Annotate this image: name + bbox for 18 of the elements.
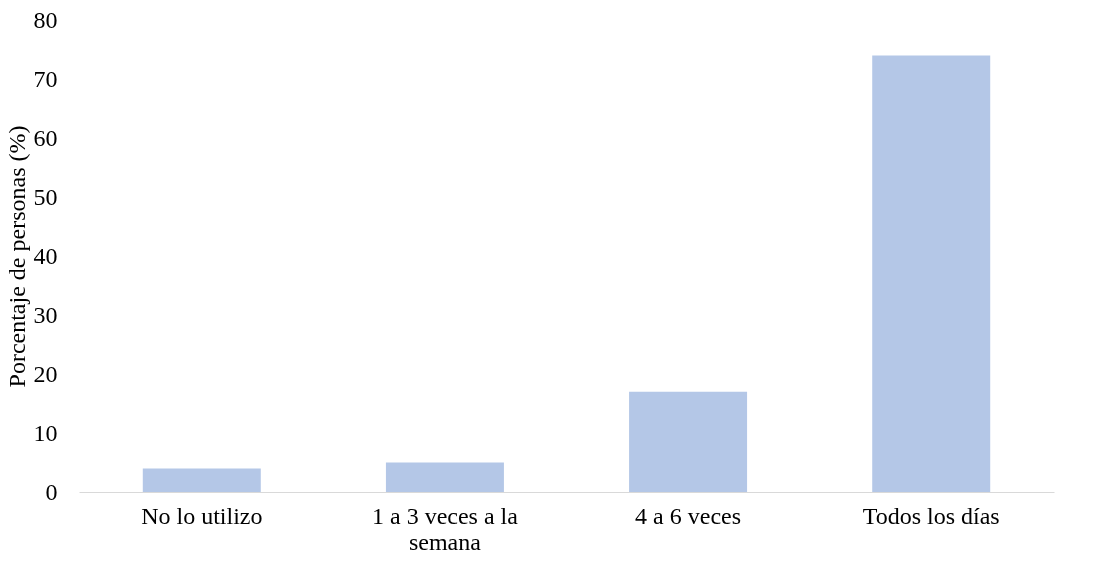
y-tick-label: 20: [33, 360, 58, 387]
x-tick-label: Todos los días: [862, 502, 1000, 529]
y-tick-label: 10: [33, 419, 58, 446]
x-tick-label: No lo utilizo: [141, 502, 263, 529]
y-tick-label: 0: [45, 478, 58, 505]
bar: [385, 462, 504, 492]
y-tick-label: 70: [33, 65, 58, 92]
y-tick-label: 40: [33, 242, 58, 269]
y-tick-label: 80: [33, 6, 58, 33]
bar: [142, 468, 261, 492]
y-axis-title: Porcentaje de personas (%): [3, 125, 30, 388]
y-tick-label: 50: [33, 183, 58, 210]
x-tick-label: 4 a 6 veces: [635, 502, 742, 529]
bar: [872, 55, 991, 492]
y-tick-label: 30: [33, 301, 58, 328]
bar: [629, 391, 748, 492]
y-tick-label: 60: [33, 124, 58, 151]
x-tick-label: 1 a 3 veces a la semana: [371, 502, 519, 555]
